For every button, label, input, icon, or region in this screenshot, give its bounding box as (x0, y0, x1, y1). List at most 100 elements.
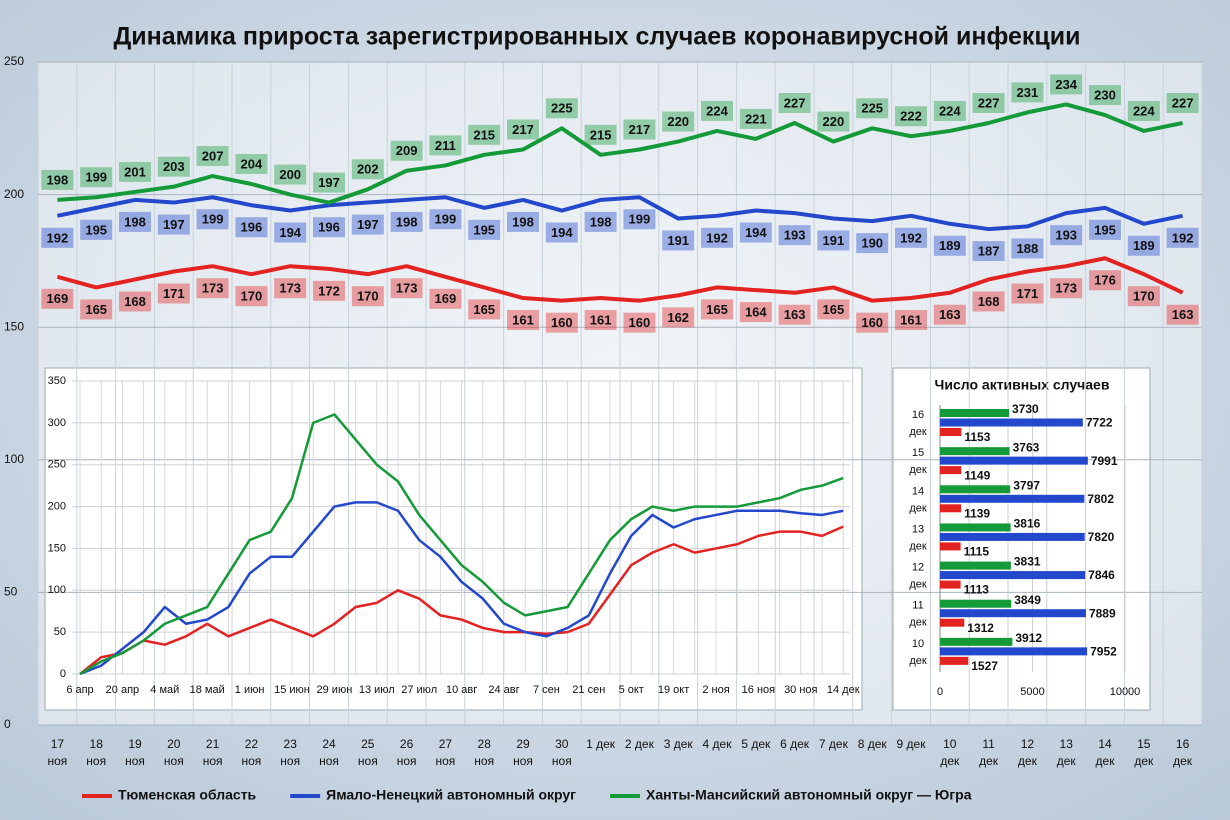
data-label-box (507, 119, 539, 140)
x-tick-label: 29 ноя (513, 737, 533, 768)
data-label: 165 (85, 302, 107, 317)
y-tick-label: 250 (48, 459, 66, 471)
data-label: 220 (667, 114, 689, 129)
x-tick-label: 14 дек (827, 684, 860, 696)
data-label-box (468, 124, 501, 145)
bar (940, 418, 1083, 427)
data-label: 160 (629, 315, 651, 330)
x-tick-label: 18 ноя (86, 737, 106, 768)
data-label-box (507, 310, 539, 331)
series-line (56, 256, 1184, 303)
x-tick-label: 15 июн (274, 684, 310, 696)
data-label-box (817, 299, 850, 320)
x-tick-label: 22 ноя (241, 737, 261, 768)
data-label: 192 (1172, 230, 1194, 245)
y-tick-label: 200 (4, 187, 24, 201)
data-label: 165 (473, 302, 495, 317)
data-label-box (972, 291, 1005, 312)
data-label-box (80, 299, 113, 320)
data-label-box (196, 146, 229, 167)
data-label: 171 (163, 286, 185, 301)
data-label: 170 (357, 289, 379, 304)
bar (940, 580, 961, 589)
data-label: 3912 (1015, 631, 1042, 645)
data-label: 204 (241, 156, 263, 171)
data-label: 192 (900, 230, 922, 245)
y-tick-label: 50 (4, 585, 18, 599)
bar-chart-title: Число активных случаев (935, 377, 1110, 393)
data-label: 187 (978, 244, 1000, 259)
x-tick-label: 10 авг (446, 684, 477, 696)
data-label: 224 (706, 103, 728, 118)
data-label: 190 (861, 236, 883, 251)
data-label: 189 (1133, 238, 1155, 253)
data-label: 193 (1055, 228, 1077, 243)
x-tick-label: 1 июн (235, 684, 265, 696)
data-label: 7722 (1086, 416, 1113, 430)
data-label: 170 (1133, 289, 1155, 304)
data-label-box (41, 227, 74, 248)
data-label: 163 (784, 307, 806, 322)
data-label-box (584, 211, 617, 232)
bar (940, 485, 1011, 494)
data-label-box (1011, 283, 1044, 304)
data-label: 199 (629, 212, 651, 227)
data-label-box (119, 161, 151, 182)
data-label: 1153 (964, 430, 990, 444)
y-tick-label: 12 дек (909, 561, 927, 590)
bar (940, 571, 1086, 580)
data-label: 207 (202, 148, 224, 163)
x-tick-label: 27 июл (401, 684, 437, 696)
data-label-box (623, 209, 656, 230)
bar (940, 456, 1088, 465)
data-label-box (351, 214, 384, 235)
data-label: 1113 (964, 583, 990, 597)
data-label-box (119, 291, 151, 312)
x-tick-label: 30 ноя (552, 737, 572, 768)
data-label: 224 (1133, 103, 1155, 118)
data-label: 189 (939, 238, 961, 253)
x-tick-label: 16 ноя (742, 684, 775, 696)
data-label: 195 (85, 222, 107, 237)
data-label-box (739, 108, 772, 129)
x-tick-label: 7 сен (533, 684, 560, 696)
data-label-box (390, 140, 423, 161)
data-label: 198 (512, 214, 534, 229)
data-label-box (584, 310, 617, 331)
x-tick-label: 13 дек (1057, 737, 1077, 768)
data-label: 170 (241, 289, 263, 304)
x-tick-label: 19 окт (658, 684, 689, 696)
data-label-box (662, 307, 695, 328)
data-label-box (545, 222, 578, 243)
data-label-box (157, 214, 190, 235)
data-label: 203 (163, 159, 185, 174)
data-label-box (778, 225, 811, 246)
y-tick-label: 13 дек (909, 523, 927, 552)
data-label-box (196, 278, 229, 299)
x-tick-label: 23 ноя (280, 737, 300, 768)
x-tick-label: 14 дек (1096, 737, 1116, 768)
data-label: 160 (551, 315, 573, 330)
inset-panel (44, 367, 863, 711)
bar (940, 618, 965, 627)
data-label-box (895, 227, 927, 248)
data-label: 230 (1094, 87, 1116, 102)
data-label: 3730 (1012, 402, 1039, 416)
y-tick-label: 10 дек (909, 638, 927, 667)
x-tick-label: 7 дек (819, 737, 849, 751)
data-label-box (623, 312, 656, 333)
data-label: 192 (47, 230, 69, 245)
data-label: 200 (279, 167, 301, 182)
data-label-box (235, 153, 268, 174)
y-tick-label: 150 (48, 542, 66, 554)
data-label: 225 (861, 101, 883, 116)
data-label-box (739, 302, 772, 323)
data-label-box (1127, 235, 1160, 256)
x-tick-label: 24 ноя (319, 737, 339, 768)
y-tick-label: 250 (4, 54, 24, 68)
data-label-box (41, 288, 74, 309)
data-label: 168 (978, 294, 1000, 309)
data-label: 217 (629, 122, 651, 137)
data-label: 198 (124, 214, 146, 229)
data-label-box (739, 222, 772, 243)
